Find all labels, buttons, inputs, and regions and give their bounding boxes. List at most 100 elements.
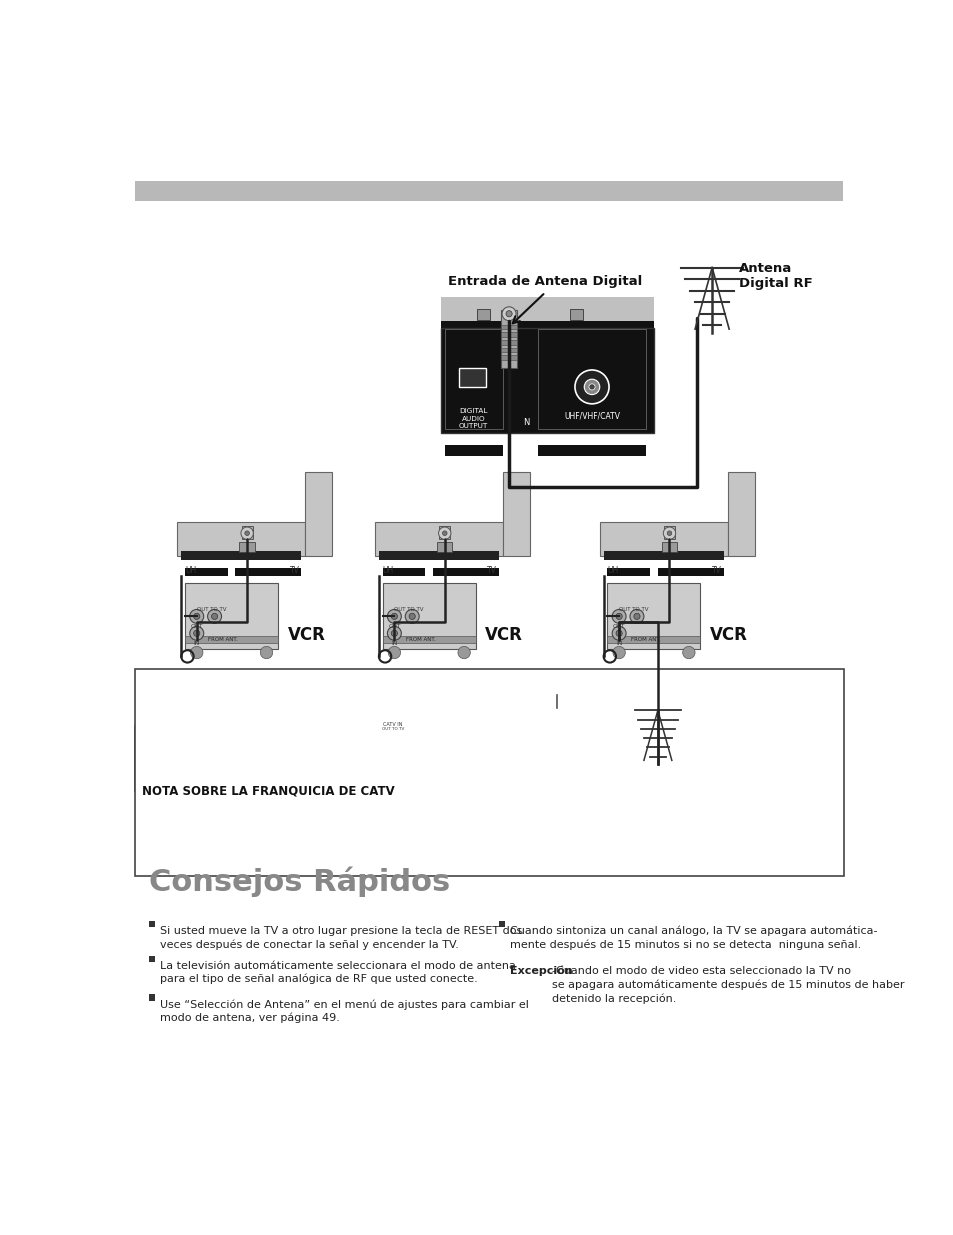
Bar bbox=[500, 356, 517, 359]
Circle shape bbox=[391, 614, 397, 620]
Bar bbox=[476, 309, 489, 320]
Bar bbox=[500, 347, 517, 352]
Bar bbox=[185, 583, 278, 648]
Text: UH: UH bbox=[185, 566, 196, 574]
Circle shape bbox=[193, 614, 199, 620]
Circle shape bbox=[489, 713, 500, 724]
Text: FROM ANT.: FROM ANT. bbox=[630, 637, 659, 642]
Circle shape bbox=[575, 370, 608, 404]
Circle shape bbox=[682, 646, 695, 658]
Bar bbox=[440, 321, 654, 327]
Circle shape bbox=[191, 646, 203, 658]
Text: N: N bbox=[522, 417, 529, 427]
Circle shape bbox=[612, 609, 625, 624]
Text: OUT: OUT bbox=[612, 624, 624, 629]
Bar bbox=[607, 583, 700, 648]
Text: NOTA SOBRE LA FRANQUICIA DE CATV: NOTA SOBRE LA FRANQUICIA DE CATV bbox=[142, 785, 395, 798]
Text: TV: TV bbox=[487, 566, 497, 574]
Bar bbox=[607, 636, 700, 642]
Circle shape bbox=[469, 713, 480, 724]
Bar bbox=[241, 526, 253, 540]
Bar bbox=[181, 551, 301, 561]
Bar bbox=[570, 309, 582, 320]
Text: CATV IN: CATV IN bbox=[383, 721, 402, 727]
Bar bbox=[500, 332, 517, 337]
Circle shape bbox=[435, 713, 446, 724]
Bar bbox=[235, 568, 301, 576]
Bar bbox=[134, 726, 414, 792]
Text: VCR: VCR bbox=[709, 626, 747, 643]
Circle shape bbox=[438, 527, 451, 540]
Text: Entrada de Antena Digital: Entrada de Antena Digital bbox=[448, 274, 642, 288]
Circle shape bbox=[612, 626, 625, 640]
Bar bbox=[502, 472, 530, 556]
Text: Use “Selección de Antena” en el menú de ajustes para cambiar el
modo de antena, : Use “Selección de Antena” en el menú de … bbox=[159, 999, 528, 1024]
Bar bbox=[537, 446, 645, 456]
Bar bbox=[239, 542, 254, 552]
Bar bbox=[500, 340, 517, 345]
Circle shape bbox=[190, 609, 204, 624]
Bar bbox=[439, 526, 450, 540]
Circle shape bbox=[387, 609, 401, 624]
Text: TV: TV bbox=[290, 566, 299, 574]
Bar bbox=[661, 542, 677, 552]
Circle shape bbox=[391, 630, 397, 636]
Circle shape bbox=[193, 630, 199, 636]
Text: Cuando sintoniza un canal análogo, la TV se apagara automática-
mente después de: Cuando sintoniza un canal análogo, la TV… bbox=[509, 926, 877, 950]
Text: IN: IN bbox=[616, 641, 621, 646]
Text: FROM ANT.: FROM ANT. bbox=[406, 637, 436, 642]
Text: Excepción: Excepción bbox=[509, 966, 572, 977]
Circle shape bbox=[208, 609, 221, 624]
Bar bbox=[378, 724, 541, 729]
Bar bbox=[444, 446, 502, 456]
Bar bbox=[382, 636, 476, 642]
Circle shape bbox=[387, 626, 401, 640]
Bar bbox=[603, 551, 723, 561]
Circle shape bbox=[212, 614, 217, 620]
Text: Si usted mueve la TV a otro lugar presione la tecla de RESET dos
veces después d: Si usted mueve la TV a otro lugar presio… bbox=[159, 926, 521, 950]
Circle shape bbox=[524, 713, 535, 724]
Text: La televisión automáticamente seleccionara el modo de antena
para el tipo de señ: La televisión automáticamente selecciona… bbox=[159, 961, 515, 984]
Bar bbox=[458, 368, 485, 387]
Text: OUT TO TV: OUT TO TV bbox=[381, 727, 403, 731]
Bar bbox=[440, 296, 654, 324]
Text: -Cuando el modo de video esta seleccionado la TV no
se apagara automáticamente d: -Cuando el modo de video esta selecciona… bbox=[551, 966, 903, 1004]
Circle shape bbox=[241, 527, 253, 540]
Circle shape bbox=[405, 609, 418, 624]
Bar bbox=[378, 704, 541, 734]
Circle shape bbox=[666, 531, 671, 536]
Bar bbox=[436, 542, 452, 552]
Bar bbox=[382, 568, 425, 576]
Bar bbox=[378, 551, 498, 561]
Bar bbox=[433, 568, 498, 576]
Bar bbox=[134, 180, 842, 200]
Circle shape bbox=[190, 626, 204, 640]
Bar bbox=[537, 330, 645, 430]
Circle shape bbox=[583, 379, 599, 395]
Text: UHF/VHF/CATV: UHF/VHF/CATV bbox=[563, 411, 619, 421]
Circle shape bbox=[629, 609, 643, 624]
Bar bbox=[381, 705, 404, 731]
Circle shape bbox=[662, 527, 675, 540]
Text: VCR: VCR bbox=[287, 626, 325, 643]
Bar bbox=[500, 310, 517, 368]
Text: IN: IN bbox=[391, 641, 397, 646]
Circle shape bbox=[260, 646, 273, 658]
Circle shape bbox=[457, 646, 470, 658]
Text: OUT: OUT bbox=[388, 624, 400, 629]
Bar bbox=[185, 636, 278, 642]
Bar bbox=[149, 921, 154, 927]
Text: Antena
Digital RF: Antena Digital RF bbox=[739, 262, 812, 290]
Bar bbox=[185, 568, 228, 576]
Text: OUT TO TV: OUT TO TV bbox=[618, 608, 648, 613]
Circle shape bbox=[505, 311, 512, 317]
Text: UH: UH bbox=[382, 566, 394, 574]
Bar bbox=[599, 521, 727, 556]
Bar bbox=[134, 669, 843, 876]
Bar bbox=[663, 526, 674, 540]
Text: OUT: OUT bbox=[191, 624, 203, 629]
Text: IN: IN bbox=[193, 641, 200, 646]
Text: FROM ANT.: FROM ANT. bbox=[208, 637, 238, 642]
Circle shape bbox=[442, 531, 447, 536]
Bar bbox=[500, 325, 517, 330]
